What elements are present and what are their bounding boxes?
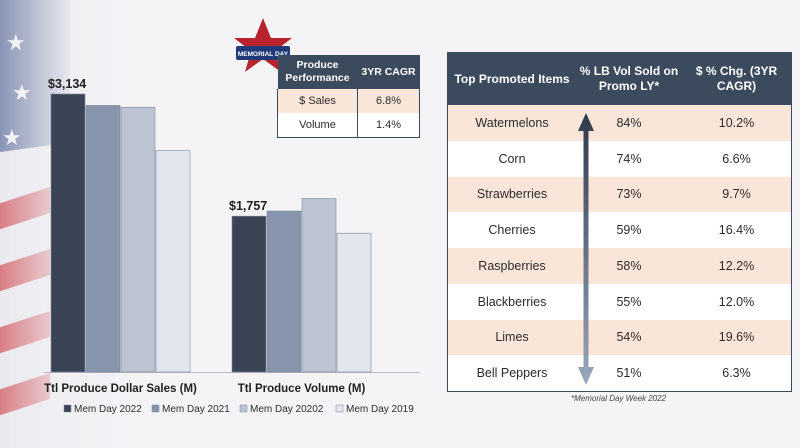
item-name: Watermelons [475, 115, 549, 130]
perf-row-value: 6.8% [357, 89, 420, 113]
items-row: Limes 54% 19.6% [448, 319, 791, 356]
data-label: $3,134 [48, 77, 86, 91]
produce-performance-table: Produce Performance 3YR CAGR $ Sales 6.8… [277, 55, 420, 138]
legend-swatch [151, 404, 160, 413]
perf-header-label: Produce Performance [277, 55, 358, 89]
item-chg: 16.4% [718, 223, 755, 238]
item-name: Raspberries [478, 258, 546, 273]
items-header-item: Top Promoted Items [454, 71, 570, 86]
item-name: Blackberries [477, 294, 547, 309]
items-row: Strawberries 73% 9.7% [448, 176, 791, 213]
category-label: Ttl Produce Dollar Sales (M) [44, 383, 197, 395]
perf-row: Volume 1.4% [277, 113, 420, 138]
item-chg: 9.7% [722, 187, 751, 202]
items-row: Watermelons 84% 10.2% [448, 105, 791, 141]
item-chg: 19.6% [718, 330, 755, 345]
item-name: Strawberries [476, 187, 548, 202]
footnote: *Memorial Day Week 2022 [570, 394, 666, 403]
items-header-row: Top Promoted Items % LB Vol Sold on Prom… [448, 53, 791, 105]
item-chg: 12.0% [718, 294, 755, 309]
legend-label: Mem Day 20202 [250, 404, 324, 415]
star-icon [234, 18, 292, 72]
legend-label: Mem Day 2022 [74, 404, 142, 415]
perf-row-value: 1.4% [357, 113, 420, 138]
items-header-promo: % LB Vol Sold on Promo LY* [579, 64, 679, 93]
item-promo: 51% [616, 366, 642, 381]
item-name: Limes [495, 330, 529, 345]
item-promo: 74% [616, 151, 642, 166]
item-promo: 84% [616, 115, 642, 130]
bar [85, 105, 121, 373]
item-name: Corn [498, 151, 526, 166]
items-row: Cherries 59% 16.4% [448, 212, 791, 248]
items-header-chg: $ % Chg. (3YR CAGR) [695, 64, 778, 93]
legend-swatch [239, 404, 248, 413]
bar [336, 232, 372, 373]
category-label: Ttl Produce Volume (M) [238, 383, 366, 395]
perf-row-label: $ Sales [277, 89, 358, 113]
item-promo: 59% [616, 223, 642, 238]
item-chg: 12.2% [718, 258, 755, 273]
bar [120, 106, 156, 373]
perf-row-label: Volume [277, 113, 358, 138]
bar [301, 198, 337, 373]
bar [231, 215, 267, 373]
legend-label: Mem Day 2021 [162, 404, 230, 415]
item-name: Bell Peppers [476, 366, 548, 381]
item-chg: 10.2% [718, 115, 755, 130]
item-chg: 6.3% [722, 366, 751, 381]
items-row: Bell Peppers 51% 6.3% [448, 355, 791, 391]
item-promo: 73% [616, 187, 642, 202]
item-promo: 54% [616, 330, 642, 345]
items-row: Raspberries 58% 12.2% [448, 248, 791, 284]
data-label: $1,757 [229, 199, 267, 213]
items-row: Blackberries 55% 12.0% [448, 283, 791, 320]
perf-header-cagr: 3YR CAGR [357, 55, 420, 89]
bar [155, 150, 191, 373]
bar [266, 210, 302, 373]
item-chg: 6.6% [722, 151, 751, 166]
logo-banner [236, 46, 290, 60]
legend-swatch [335, 404, 344, 413]
produce-bar-chart: $3,134 Ttl Produce Dollar Sales (M) $1,757… [44, 77, 420, 415]
item-promo: 58% [616, 258, 642, 273]
legend-label: Mem Day 2019 [346, 404, 414, 415]
items-row: Corn 74% 6.6% [448, 140, 791, 177]
promo-arrow-icon [578, 113, 594, 385]
bar [50, 93, 86, 373]
perf-header-row: Produce Performance 3YR CAGR [277, 55, 420, 89]
logo-text: MEMORIAL DAY [238, 51, 289, 58]
memorial-day-logo: MEMORIAL DAY [234, 18, 292, 72]
perf-row: $ Sales 6.8% [277, 89, 420, 113]
item-name: Cherries [488, 223, 536, 238]
top-promoted-items-table: Top Promoted Items % LB Vol Sold on Prom… [447, 52, 792, 392]
item-promo: 55% [616, 294, 642, 309]
legend-swatch [63, 404, 72, 413]
